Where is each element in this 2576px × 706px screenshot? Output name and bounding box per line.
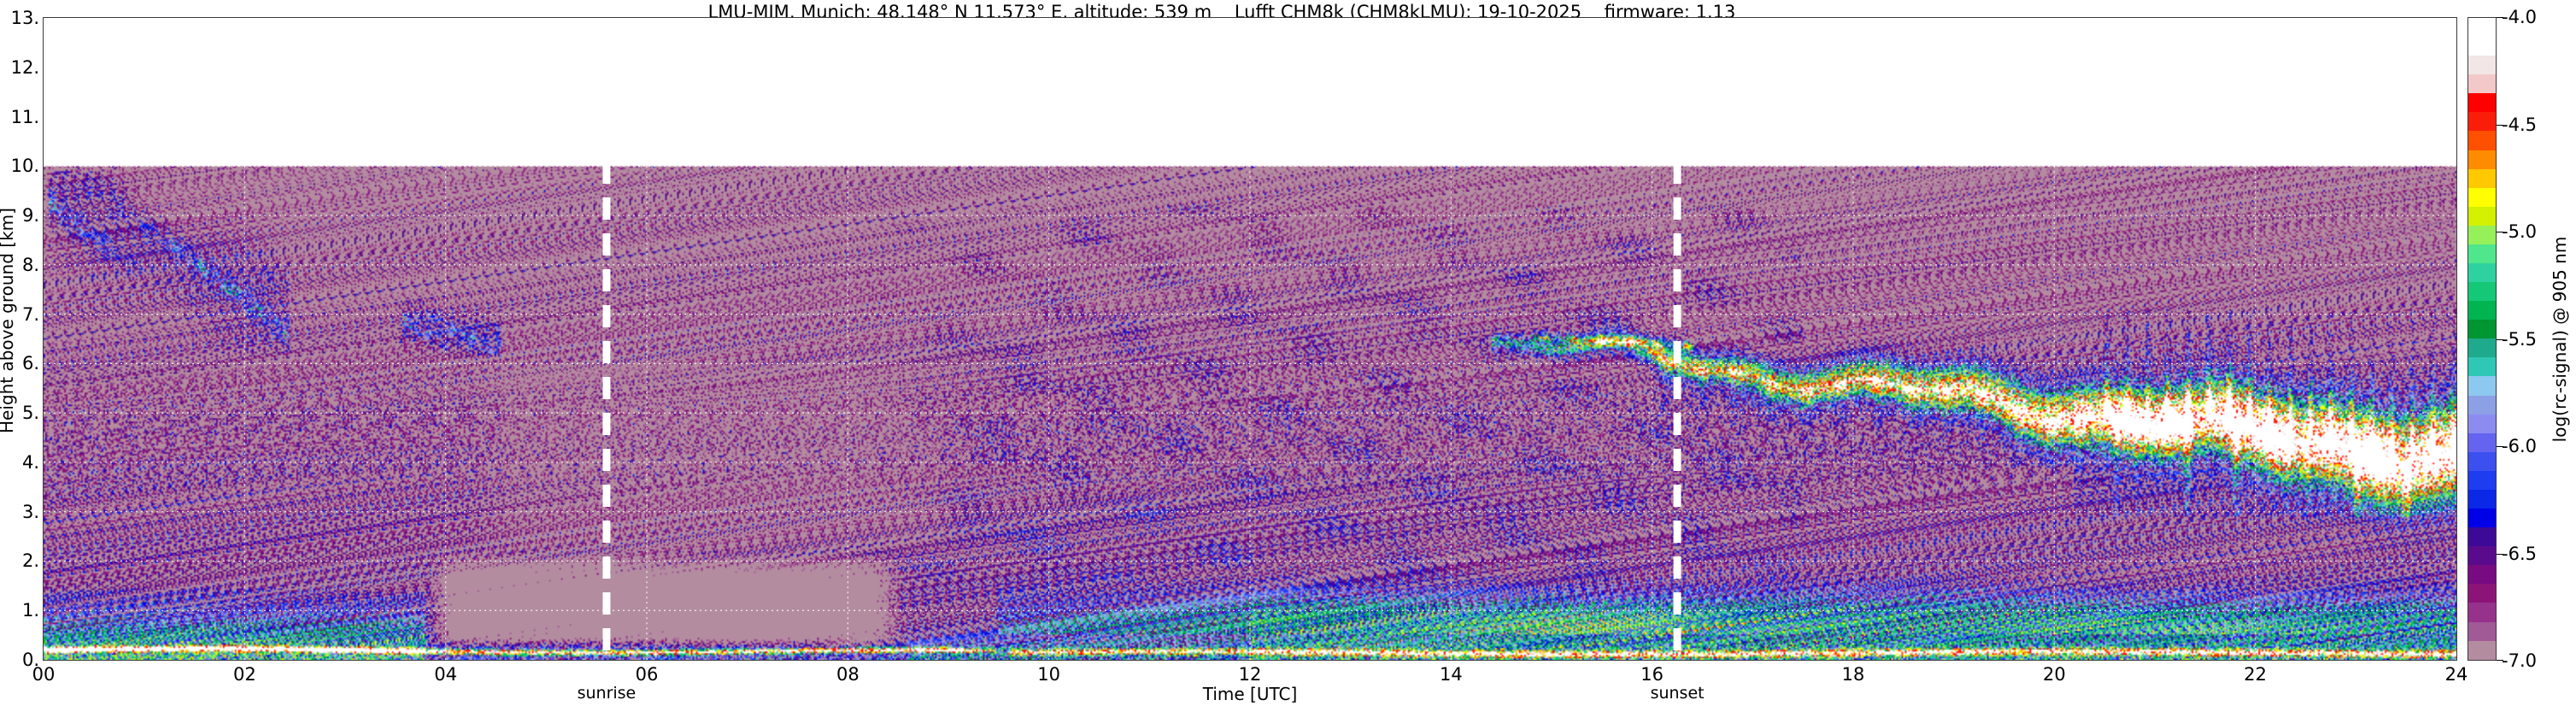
colorbar-tick-mark	[2497, 17, 2503, 18]
y-axis-tick: 4.	[21, 451, 39, 473]
colorbar-gradient	[2467, 17, 2497, 661]
plot-area[interactable]	[43, 17, 2457, 661]
colorbar-container: log(rc-signal) @ 905 nm -4.0 -4.5 -5.0 -5.5…	[2467, 7, 2570, 671]
colorbar-tick: -5.5	[2502, 328, 2537, 350]
x-axis-tick: 14	[1439, 664, 1463, 685]
x-axis-tick: 16	[1640, 664, 1664, 685]
colorbar-segment	[2468, 301, 2496, 321]
colorbar-tick-mark	[2497, 553, 2503, 555]
y-axis-tick: 12.	[10, 56, 39, 78]
colorbar-segment	[2468, 206, 2496, 226]
colorbar-segment	[2468, 263, 2496, 283]
colorbar-tick: -4.0	[2502, 7, 2537, 27]
colorbar-segment	[2468, 112, 2496, 132]
x-axis-tick: 06	[635, 664, 659, 685]
y-axis-tick: 11.	[10, 106, 39, 127]
colorbar-segment	[2468, 621, 2496, 641]
x-axis-tick: 04	[434, 664, 458, 685]
colorbar-segment	[2468, 131, 2496, 150]
colorbar-tick: -5.0	[2502, 221, 2537, 242]
x-axis-tick: 02	[232, 664, 256, 685]
colorbar-segment	[2468, 37, 2496, 56]
colorbar-tick-mark	[2497, 660, 2503, 661]
colorbar-segment	[2468, 451, 2496, 471]
colorbar-segment	[2468, 244, 2496, 264]
y-axis-tick: 2.	[21, 550, 39, 572]
colorbar-tick-mark	[2497, 124, 2503, 126]
colorbar-segment	[2468, 470, 2496, 490]
colorbar-segment	[2468, 282, 2496, 302]
colorbar-tick: -6.0	[2502, 436, 2537, 456]
colorbar-segment	[2468, 527, 2496, 547]
event-label-sunrise: sunrise	[577, 684, 637, 703]
y-axis-tick: 10.	[10, 156, 39, 177]
colorbar-label: log(rc-signal) @ 905 nm	[2550, 236, 2570, 443]
y-axis-tick: 0.	[21, 650, 39, 670]
y-axis-tick: 8.	[21, 254, 39, 275]
colorbar-segment	[2468, 320, 2496, 339]
x-axis-tick: 10	[1037, 664, 1061, 685]
colorbar-tick: -7.0	[2502, 650, 2537, 671]
x-axis-tick: 20	[2042, 664, 2066, 685]
colorbar-segment	[2468, 338, 2496, 358]
x-axis-tick: 08	[836, 664, 860, 685]
y-axis-tick: 5.	[21, 403, 39, 424]
event-label-sunset: sunset	[1650, 684, 1705, 703]
colorbar-segment	[2468, 18, 2496, 38]
colorbar-segment	[2468, 376, 2496, 396]
colorbar-segment	[2468, 225, 2496, 244]
y-axis-ticks: 0. 1. 2. 3. 4. 5. 6. 7. 8. 9. 10. 11. 12. 13.	[0, 0, 41, 706]
colorbar-segment	[2468, 150, 2496, 169]
y-axis-tick: 13.	[10, 8, 39, 28]
colorbar-segment	[2468, 56, 2496, 75]
colorbar-segment	[2468, 603, 2496, 622]
colorbar-tick: -4.5	[2502, 114, 2537, 135]
colorbar-segment	[2468, 74, 2496, 94]
x-axis-tick: 12	[1238, 664, 1262, 685]
x-axis-tick: 18	[1841, 664, 1865, 685]
colorbar-segment	[2468, 640, 2496, 660]
y-axis-tick: 9.	[21, 205, 39, 227]
colorbar-segment	[2468, 395, 2496, 415]
colorbar-segment	[2468, 509, 2496, 528]
colorbar-segment	[2468, 187, 2496, 207]
y-axis-tick: 7.	[21, 303, 39, 325]
colorbar-tick: -6.5	[2502, 543, 2537, 564]
colorbar-segment	[2468, 584, 2496, 603]
x-axis-label: Time [UTC]	[1202, 684, 1298, 704]
colorbar-segment	[2468, 546, 2496, 566]
colorbar-tick-mark	[2497, 338, 2503, 340]
colorbar-segment	[2468, 489, 2496, 509]
colorbar-segment	[2468, 414, 2496, 433]
x-axis-tick: 24	[2444, 664, 2468, 685]
x-axis-tick: 00	[32, 664, 56, 685]
colorbar-segment	[2468, 93, 2496, 113]
colorbar-segment	[2468, 357, 2496, 377]
colorbar-tick-mark	[2497, 446, 2503, 447]
y-axis-tick: 3.	[21, 501, 39, 522]
x-axis-tick: 22	[2244, 664, 2268, 685]
y-axis-tick: 6.	[21, 353, 39, 374]
colorbar-segment	[2468, 432, 2496, 452]
y-axis-tick: 1.	[21, 600, 39, 621]
colorbar-segment	[2468, 168, 2496, 188]
colorbar-segment	[2468, 565, 2496, 585]
